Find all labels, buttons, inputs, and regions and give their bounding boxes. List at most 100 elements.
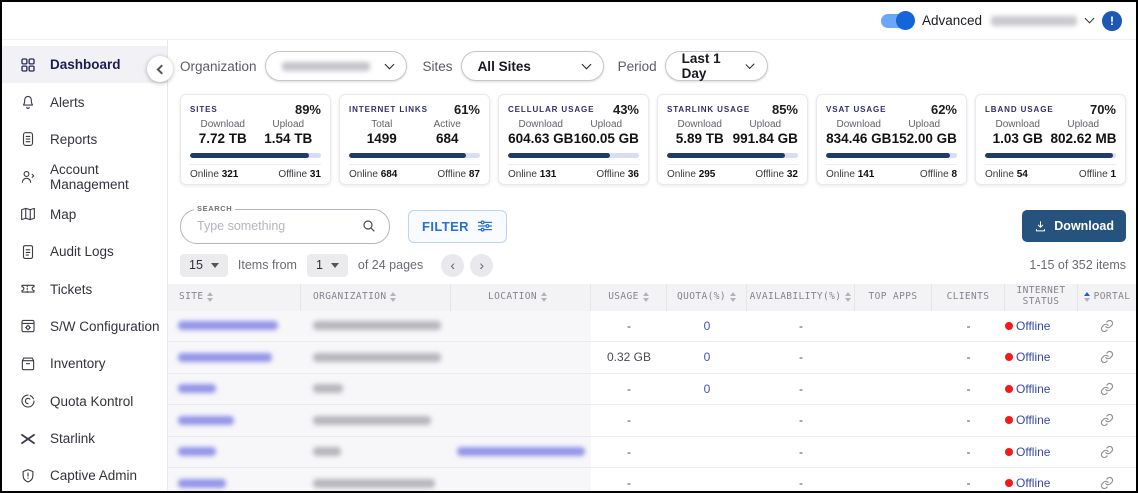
info-badge-icon[interactable]: ! (1102, 10, 1122, 31)
link-icon[interactable] (1100, 350, 1114, 364)
organization-cell (301, 436, 451, 467)
portal-cell (1078, 342, 1136, 373)
of-pages-label: of 24 pages (357, 258, 424, 272)
column-header-internet-status[interactable]: INTERNET STATUS (1005, 283, 1078, 311)
organization-dropdown[interactable] (264, 51, 407, 81)
sort-icon (845, 292, 852, 302)
sidebar-item-map[interactable]: Map (2, 196, 167, 233)
site-link[interactable] (168, 310, 301, 341)
link-icon[interactable] (1100, 476, 1114, 490)
sidebar-item-quota-kontrol[interactable]: Quota Kontrol (2, 383, 167, 420)
link-icon[interactable] (1100, 413, 1114, 427)
offline-dot-icon (1005, 447, 1013, 456)
offline-dot-icon (1005, 321, 1013, 330)
column-header-portal[interactable]: PORTAL (1078, 284, 1136, 311)
table-row: - - - Offline (168, 405, 1136, 437)
sidebar-item-captive-admin[interactable]: Captive Admin (2, 457, 167, 491)
user-menu[interactable] (1084, 13, 1095, 23)
status-label: Offline (1016, 413, 1051, 428)
advanced-toggle[interactable] (880, 11, 915, 30)
site-link[interactable] (168, 468, 301, 491)
online-progress-bar (985, 153, 1116, 158)
offline-count: Offline 32 (755, 168, 798, 180)
site-link[interactable] (168, 373, 301, 404)
ticket-icon (21, 284, 35, 293)
items-from-label: Items from (237, 258, 297, 272)
site-link[interactable] (168, 342, 301, 373)
column-header-site[interactable]: SITE (168, 283, 301, 311)
site-link[interactable] (168, 405, 301, 436)
card-col-label: Download (200, 119, 245, 130)
sidebar-item-starlink[interactable]: Starlink (2, 420, 167, 457)
site-link[interactable] (168, 436, 301, 467)
card-col-label: Download (677, 119, 722, 130)
next-page-button[interactable]: › (470, 253, 494, 277)
quota-cell (667, 468, 747, 491)
quota-cell (667, 437, 747, 468)
offline-dot-icon (1005, 479, 1013, 488)
location-cell (451, 310, 591, 341)
column-header-quota[interactable]: QUOTA(%) (667, 283, 747, 311)
sidebar: Dashboard Alerts Reports Account Managem… (2, 40, 168, 491)
location-link[interactable] (451, 436, 591, 467)
sites-dropdown[interactable]: All Sites (460, 51, 604, 81)
link-icon[interactable] (1100, 382, 1114, 396)
organization-cell (301, 405, 451, 436)
filter-button[interactable]: FILTER (408, 209, 507, 243)
card-col-value: 991.84 GB (732, 131, 798, 146)
status-label: Offline (1016, 350, 1051, 365)
sidebar-item-audit-logs[interactable]: Audit Logs (2, 233, 167, 270)
sites-label: Sites (422, 58, 453, 74)
card-col-value: 684 (435, 131, 459, 146)
quota-link[interactable]: 0 (703, 318, 711, 333)
online-count: Online 321 (190, 168, 239, 180)
card-col-label: Download (995, 119, 1040, 130)
internet-status-cell: Offline (1005, 342, 1078, 373)
table-header: SITE ORGANIZATION LOCATION USAGE QUOTA(%… (168, 283, 1136, 311)
sidebar-item-tickets[interactable]: Tickets (2, 270, 167, 307)
column-header-organization[interactable]: ORGANIZATION (301, 283, 451, 311)
sidebar-item-sw-configuration[interactable]: S/W Configuration (2, 308, 167, 345)
period-dropdown[interactable]: Last 1 Day (664, 51, 768, 81)
advanced-label: Advanced (921, 13, 982, 28)
sidebar-collapse-button[interactable] (147, 56, 173, 82)
stat-card-cellular-usage: CELLULAR USAGE 43% Download 604.63 GB Uplo… (498, 94, 649, 185)
sidebar-item-account-management[interactable]: Account Management (2, 158, 167, 195)
download-button-label: Download (1054, 219, 1114, 233)
search-input[interactable] (197, 219, 361, 233)
portal-cell (1078, 311, 1136, 342)
card-col-value: 802.62 MB (1050, 131, 1117, 146)
card-title: LBAND USAGE (985, 105, 1054, 114)
quota-link[interactable]: 0 (703, 381, 711, 396)
column-header-top-apps[interactable]: TOP APPS (855, 283, 932, 311)
download-button[interactable]: Download (1022, 210, 1126, 242)
column-header-availability[interactable]: AVAILABILITY(%) (747, 283, 855, 311)
prev-page-button[interactable]: ‹ (441, 253, 465, 277)
availability-cell: - (799, 413, 803, 428)
sidebar-item-label: Dashboard (50, 57, 121, 73)
clients-cell: - (966, 350, 971, 365)
link-icon[interactable] (1100, 319, 1114, 333)
column-header-location[interactable]: LOCATION (451, 283, 591, 311)
chevron-down-icon (384, 59, 394, 70)
usage-cell: - (627, 318, 631, 333)
usage-cell: - (627, 381, 631, 396)
link-icon[interactable] (1100, 445, 1114, 459)
page-number-dropdown[interactable]: 1 (306, 253, 348, 277)
sidebar-item-reports[interactable]: Reports (2, 121, 167, 158)
page-size-dropdown[interactable]: 15 (180, 253, 228, 277)
sidebar-item-inventory[interactable]: Inventory (2, 345, 167, 382)
card-col-value: 160.05 GB (573, 131, 639, 146)
chevron-left-icon (156, 64, 167, 74)
online-progress-bar (826, 153, 957, 158)
sidebar-item-dashboard[interactable]: Dashboard (2, 46, 167, 84)
status-label: Offline (1016, 381, 1051, 396)
column-header-clients[interactable]: CLIENTS (932, 283, 1005, 311)
sidebar-item-alerts[interactable]: Alerts (2, 83, 167, 120)
column-header-usage[interactable]: USAGE (591, 283, 667, 311)
quota-link[interactable]: 0 (703, 350, 711, 365)
quota-cell (667, 405, 747, 436)
online-progress-bar (667, 153, 798, 158)
card-col-label: Download (518, 119, 563, 130)
stat-card-lband-usage: LBAND USAGE 70% Download 1.03 GB Upload 802… (975, 94, 1126, 185)
